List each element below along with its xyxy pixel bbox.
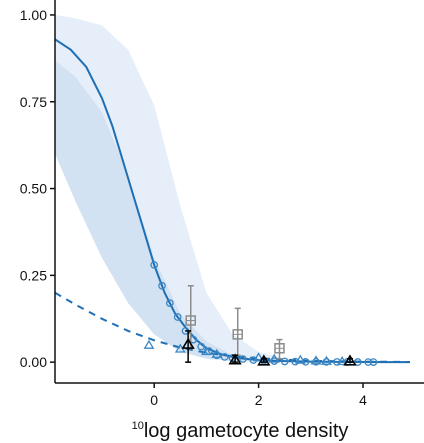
data-points bbox=[143, 261, 378, 366]
circle-point bbox=[166, 299, 174, 307]
inner-confidence-band bbox=[55, 60, 259, 362]
circle-point bbox=[280, 357, 289, 366]
x-ticks: 0 2 4 bbox=[150, 383, 367, 408]
circle-point bbox=[291, 357, 299, 366]
x-axis-label-text: log gametocyte density bbox=[144, 420, 349, 442]
confidence-bands bbox=[55, 14, 311, 363]
y-tick-label: 0.75 bbox=[20, 94, 47, 110]
triangle-point bbox=[200, 345, 212, 356]
triangle-point bbox=[336, 356, 348, 366]
circle-point bbox=[301, 357, 310, 366]
triangle-point bbox=[268, 353, 280, 363]
black-triangle-point bbox=[228, 353, 242, 365]
triangle-point bbox=[310, 355, 322, 365]
circle-point bbox=[239, 355, 247, 363]
y-tick-label: 0.25 bbox=[20, 267, 47, 283]
circle-point bbox=[353, 358, 362, 366]
y-tick-label: 1.00 bbox=[20, 7, 47, 23]
triangle-point bbox=[143, 339, 155, 349]
x-axis-label: 10log gametocyte density bbox=[132, 420, 349, 442]
circle-point bbox=[150, 261, 159, 269]
black-triangle-point bbox=[343, 354, 357, 366]
outer-confidence-band bbox=[55, 14, 311, 363]
triangle-point bbox=[253, 352, 265, 362]
y-tick-label: 0.00 bbox=[20, 354, 47, 370]
circle-point bbox=[173, 313, 182, 321]
x-axis-label-superscript: 10 bbox=[132, 420, 144, 432]
dashed-fit-curve bbox=[55, 291, 410, 363]
circle-point bbox=[369, 358, 378, 366]
circle-point bbox=[158, 281, 166, 290]
x-tick-label: 4 bbox=[359, 392, 367, 408]
triangle-point bbox=[321, 355, 332, 365]
x-tick-label: 0 bbox=[150, 392, 158, 408]
triangle-point bbox=[211, 348, 223, 358]
axes: 0.00 0.25 0.50 0.75 1.00 0 2 4 bbox=[20, 0, 424, 408]
x-tick-label: 2 bbox=[255, 392, 263, 408]
y-tick-label: 0.50 bbox=[20, 181, 47, 197]
triangle-point bbox=[294, 354, 306, 364]
circle-point bbox=[197, 342, 206, 351]
black-triangle-point bbox=[181, 337, 195, 349]
y-ticks: 0.00 0.25 0.50 0.75 1.00 bbox=[20, 7, 55, 370]
circle-point bbox=[364, 358, 373, 366]
black-triangle-error-bar bbox=[185, 330, 192, 363]
black-triangle-point bbox=[257, 354, 271, 366]
